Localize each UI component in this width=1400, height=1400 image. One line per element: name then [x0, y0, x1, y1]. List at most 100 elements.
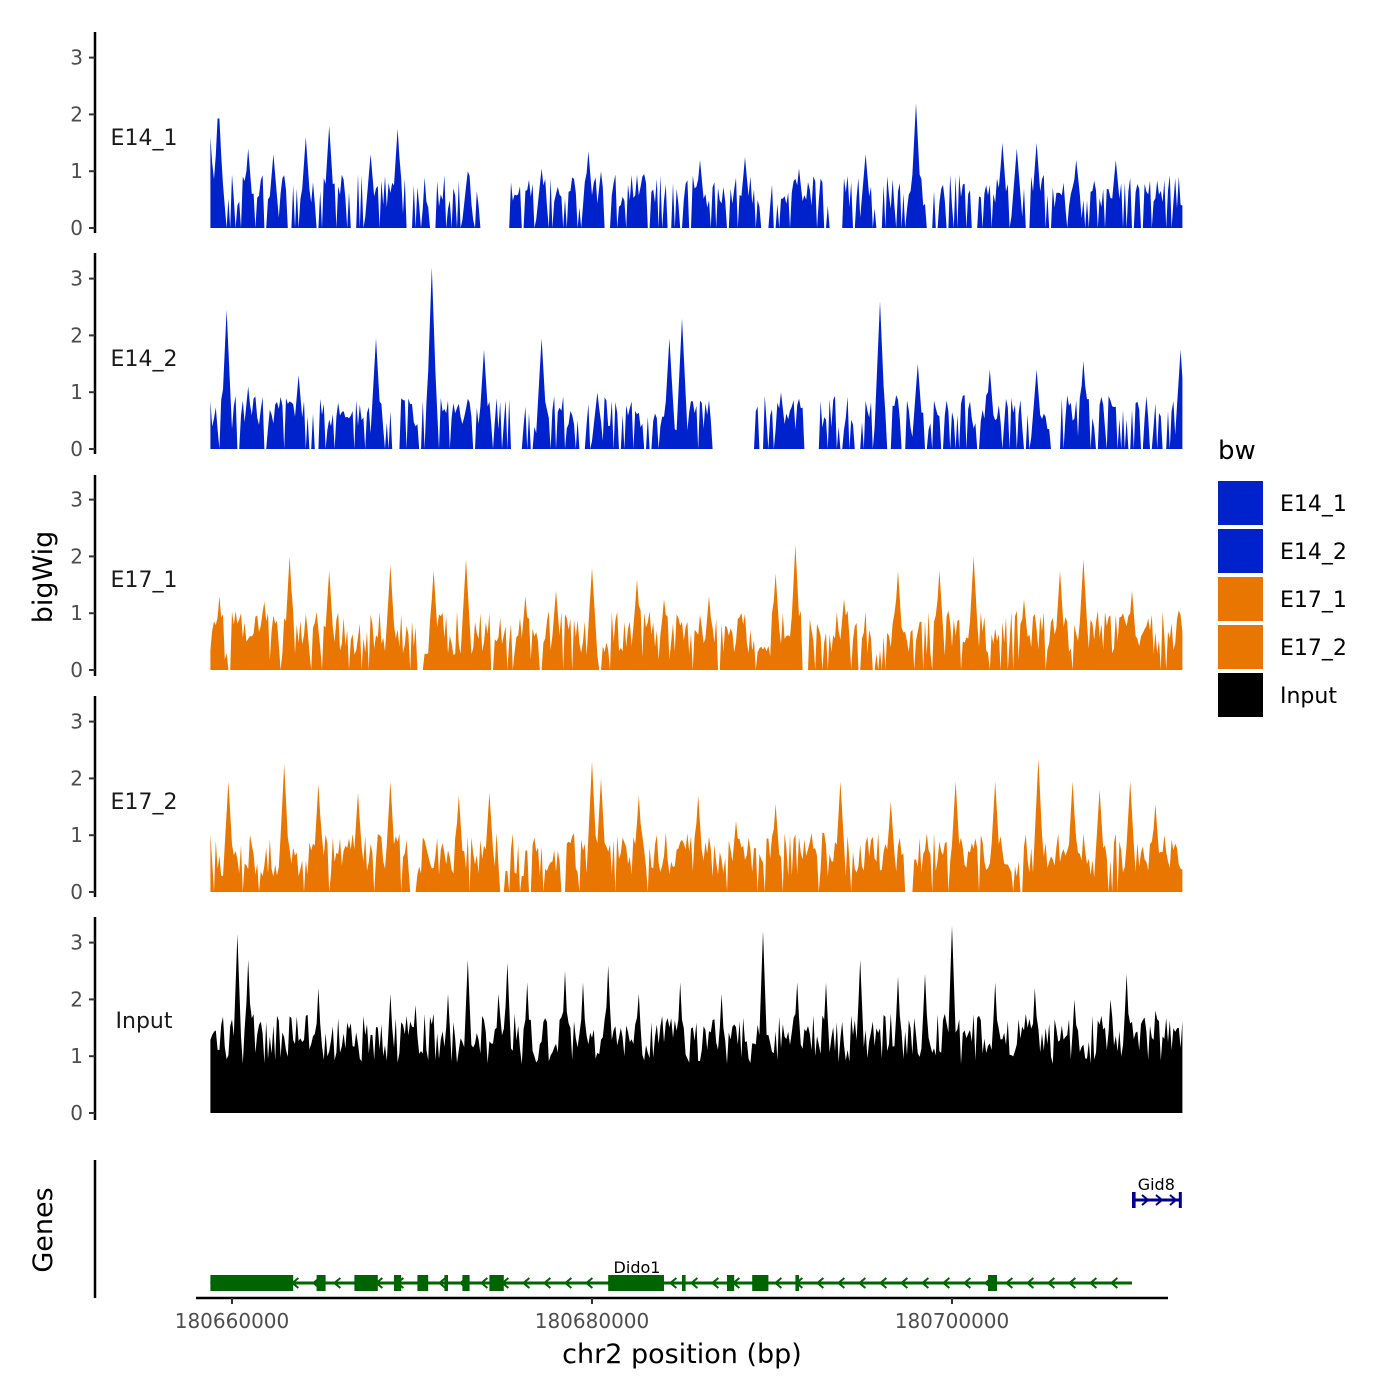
- y-tick-label: 3: [70, 931, 83, 955]
- signal-area-E17_2: [210, 758, 1183, 892]
- signal-area-Input: [210, 925, 1183, 1113]
- strand-arrow: [962, 1277, 972, 1289]
- exon: [210, 1275, 294, 1291]
- y-tick-label: 1: [70, 1044, 83, 1068]
- strand-arrow: [899, 1277, 909, 1289]
- y-tick-label: 0: [70, 216, 83, 240]
- y-tick-label: 0: [70, 437, 83, 461]
- legend-label: E14_2: [1280, 540, 1347, 565]
- y-tick-label: 1: [70, 159, 83, 183]
- y-axis-title: bigWig: [28, 531, 59, 624]
- exon: [682, 1275, 686, 1291]
- x-tick-label: 180700000: [895, 1309, 1010, 1333]
- track-E17_2: 0 1 2 3 E17_2: [70, 696, 1183, 904]
- strand-arrow: [521, 1277, 531, 1289]
- genes-axis-title: Genes: [28, 1187, 59, 1272]
- y-tick-label: 3: [70, 488, 83, 512]
- strand-arrow: [1169, 1194, 1178, 1206]
- strand-arrow: [563, 1277, 573, 1289]
- strand-arrow: [941, 1277, 951, 1289]
- gene-Gid8: Gid8: [1132, 1175, 1182, 1208]
- y-tick-label: 1: [70, 823, 83, 847]
- exon: [988, 1275, 997, 1291]
- strand-arrow: [878, 1277, 888, 1289]
- strand-arrow: [773, 1277, 783, 1289]
- bigwig-tracks: 0 1 2 3 E14_1 0 1 2 3 E14_2 0 1 2 3 E17_1 0 1 2 3 E17_2 0 1 2 3…: [70, 32, 1183, 1125]
- strand-arrow: [1067, 1277, 1077, 1289]
- genes-panel: Dido1 Gid8: [93, 1160, 1182, 1298]
- exon: [727, 1275, 735, 1291]
- track-E14_1: 0 1 2 3 E14_1: [70, 32, 1183, 240]
- gene-label: Dido1: [614, 1258, 661, 1277]
- y-tick-label: 3: [70, 46, 83, 70]
- strand-arrow: [332, 1277, 342, 1289]
- y-tick-label: 3: [70, 710, 83, 734]
- exon: [444, 1275, 448, 1291]
- legend-swatch: [1218, 529, 1263, 573]
- exon: [608, 1275, 664, 1291]
- legend-item: Input: [1218, 673, 1337, 717]
- strand-arrow: [1141, 1194, 1150, 1206]
- exon: [417, 1275, 429, 1291]
- track-label: E17_2: [111, 790, 178, 815]
- track-Input: 0 1 2 3 Input: [70, 917, 1183, 1125]
- gene-Dido1: Dido1: [210, 1258, 1132, 1291]
- x-tick-label: 180660000: [175, 1309, 290, 1333]
- legend-label: E17_1: [1280, 588, 1347, 613]
- legend-item: E14_2: [1218, 529, 1347, 573]
- x-tick-label: 180680000: [535, 1309, 650, 1333]
- strand-arrow: [437, 1277, 447, 1289]
- legend-swatch: [1218, 625, 1263, 669]
- y-tick-label: 0: [70, 658, 83, 682]
- legend-item: E17_1: [1218, 577, 1347, 621]
- strand-arrow: [1004, 1277, 1014, 1289]
- gene-label: Gid8: [1138, 1175, 1175, 1194]
- exon: [1178, 1192, 1182, 1208]
- strand-arrow: [1046, 1277, 1056, 1289]
- strand-arrow: [710, 1277, 720, 1289]
- strand-arrow: [542, 1277, 552, 1289]
- legend-swatch: [1218, 577, 1263, 621]
- track-label: E14_2: [111, 347, 178, 372]
- signal-area-E17_1: [210, 545, 1183, 670]
- strand-arrow: [668, 1277, 678, 1289]
- exon: [354, 1275, 378, 1291]
- strand-arrow: [1088, 1277, 1098, 1289]
- exon: [795, 1275, 799, 1291]
- track-label: E17_1: [111, 568, 178, 593]
- strand-arrow: [1155, 1194, 1164, 1206]
- legend: E14_1 E14_2 E17_1 E17_2 Input: [1218, 481, 1347, 717]
- y-tick-label: 2: [70, 102, 83, 126]
- signal-area-E14_2: [210, 267, 1183, 449]
- signal-area-E14_1: [210, 103, 1183, 228]
- legend-title: bw: [1218, 436, 1256, 466]
- legend-swatch: [1218, 673, 1263, 717]
- track-label: Input: [116, 1009, 173, 1034]
- y-tick-label: 2: [70, 766, 83, 790]
- y-tick-label: 0: [70, 880, 83, 904]
- y-tick-label: 2: [70, 323, 83, 347]
- y-tick-label: 3: [70, 267, 83, 291]
- strand-arrow: [584, 1277, 594, 1289]
- strand-arrow: [836, 1277, 846, 1289]
- y-tick-label: 1: [70, 601, 83, 625]
- legend-item: E14_1: [1218, 481, 1347, 525]
- legend-label: Input: [1280, 684, 1337, 709]
- track-E14_2: 0 1 2 3 E14_2: [70, 253, 1183, 461]
- strand-arrow: [815, 1277, 825, 1289]
- strand-arrow: [689, 1277, 699, 1289]
- legend-swatch: [1218, 481, 1263, 525]
- y-tick-label: 1: [70, 380, 83, 404]
- exon: [394, 1275, 402, 1291]
- exon: [462, 1275, 470, 1291]
- legend-label: E14_1: [1280, 492, 1347, 517]
- track-label: E14_1: [111, 126, 178, 151]
- strand-arrow: [479, 1277, 489, 1289]
- strand-arrow: [1025, 1277, 1035, 1289]
- strand-arrow: [1109, 1277, 1119, 1289]
- strand-arrow: [857, 1277, 867, 1289]
- x-axis-title: chr2 position (bp): [562, 1339, 802, 1370]
- track-E17_1: 0 1 2 3 E17_1: [70, 475, 1183, 682]
- exon: [316, 1275, 326, 1291]
